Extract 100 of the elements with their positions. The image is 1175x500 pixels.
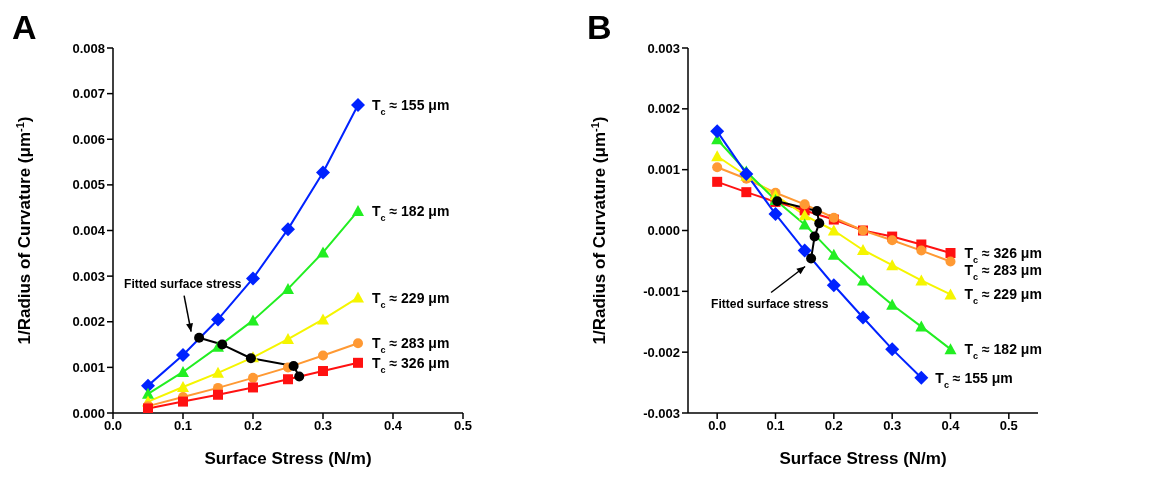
point <box>916 245 927 256</box>
point <box>282 282 294 294</box>
point <box>915 274 928 286</box>
point <box>281 222 295 237</box>
point <box>194 332 205 343</box>
point <box>811 206 822 217</box>
y-tick-label: -0.002 <box>643 344 680 360</box>
point <box>809 231 820 242</box>
point <box>711 150 724 162</box>
point <box>211 312 225 327</box>
point <box>945 256 956 267</box>
point <box>353 338 363 349</box>
point <box>316 165 330 180</box>
series-label: T$_{c}$ ≈ 229 μm <box>372 289 450 310</box>
series-label: T$_{c}$ ≈ 283 μm <box>372 335 450 356</box>
point <box>318 350 328 361</box>
x-tick-label: 0.2 <box>824 418 843 434</box>
point <box>798 209 811 221</box>
y-tick-label: 0.003 <box>647 40 680 56</box>
point <box>712 162 723 173</box>
point <box>945 248 956 259</box>
point <box>741 187 752 198</box>
y-tick-label: 0.008 <box>72 40 105 56</box>
point <box>317 313 329 325</box>
series-label: T$_{c}$ ≈ 155 μm <box>372 97 450 118</box>
x-tick-label: 0.3 <box>313 418 333 434</box>
y-tick-label: 0.002 <box>72 314 105 330</box>
point <box>857 274 869 286</box>
point <box>283 374 293 385</box>
point <box>712 176 723 187</box>
point <box>282 333 294 345</box>
point <box>248 382 258 393</box>
point <box>212 366 224 378</box>
x-axis-title: Surface Stress (N/m) <box>779 449 947 468</box>
x-tick-label: 0.1 <box>173 418 193 434</box>
point <box>797 243 812 258</box>
point <box>799 199 810 210</box>
point <box>798 218 811 230</box>
point <box>886 259 899 271</box>
point <box>294 371 305 382</box>
point <box>178 396 188 407</box>
chart-title: B <box>587 8 612 47</box>
x-tick-label: 0.0 <box>103 418 123 434</box>
point <box>177 365 189 377</box>
y-tick-label: 0.000 <box>72 405 105 421</box>
point <box>217 339 228 350</box>
point <box>288 361 299 372</box>
annotation: Fitted surface stress <box>711 297 829 312</box>
point <box>856 310 870 325</box>
point <box>827 248 840 260</box>
point <box>915 320 928 332</box>
series-label: T$_{c}$ ≈ 182 μm <box>964 341 1042 362</box>
point <box>352 291 364 303</box>
x-tick-label: 0.4 <box>383 418 403 434</box>
y-tick-label: 0.002 <box>647 101 680 117</box>
x-tick-label: 0.2 <box>243 418 263 434</box>
point <box>142 387 154 399</box>
x-tick-label: 0.5 <box>999 418 1018 434</box>
y-tick-label: 0.001 <box>72 359 105 375</box>
x-tick-label: 0.3 <box>883 418 902 434</box>
point <box>177 380 189 392</box>
point <box>246 271 260 286</box>
point <box>944 288 957 300</box>
point <box>885 342 900 357</box>
point <box>827 224 840 236</box>
y-tick-label: 0.003 <box>72 268 105 284</box>
point <box>944 343 957 355</box>
point <box>857 243 869 255</box>
x-axis-title: Surface Stress (N/m) <box>204 449 372 468</box>
x-tick-label: 0.0 <box>708 418 727 434</box>
point <box>887 235 898 246</box>
point <box>351 98 365 113</box>
point <box>914 370 929 385</box>
y-tick-label: -0.003 <box>643 405 680 421</box>
point <box>248 372 258 383</box>
point <box>352 204 364 216</box>
point <box>814 218 825 229</box>
point <box>141 378 155 393</box>
y-tick-label: 0.007 <box>72 86 105 102</box>
series-label: T$_{c}$ ≈ 229 μm <box>964 286 1042 307</box>
point <box>213 389 223 400</box>
y-tick-label: 0.001 <box>647 162 680 178</box>
point <box>317 246 329 258</box>
series-label: T$_{c}$ ≈ 155 μm <box>935 369 1013 390</box>
y-tick-label: 0.004 <box>72 223 106 239</box>
y-tick-label: 0.000 <box>647 223 680 239</box>
point <box>247 314 259 326</box>
y-tick-label: 0.005 <box>72 177 105 193</box>
point <box>806 253 817 264</box>
x-tick-label: 0.4 <box>941 418 961 434</box>
point <box>318 366 328 377</box>
point <box>768 207 783 222</box>
point <box>886 298 899 310</box>
y-tick-label: 0.006 <box>72 131 105 147</box>
point <box>826 278 841 293</box>
point <box>710 124 725 139</box>
x-tick-label: 0.5 <box>453 418 473 434</box>
chart-title: A <box>12 8 37 47</box>
y-tick-label: -0.001 <box>643 283 680 299</box>
x-tick-label: 0.1 <box>766 418 785 434</box>
